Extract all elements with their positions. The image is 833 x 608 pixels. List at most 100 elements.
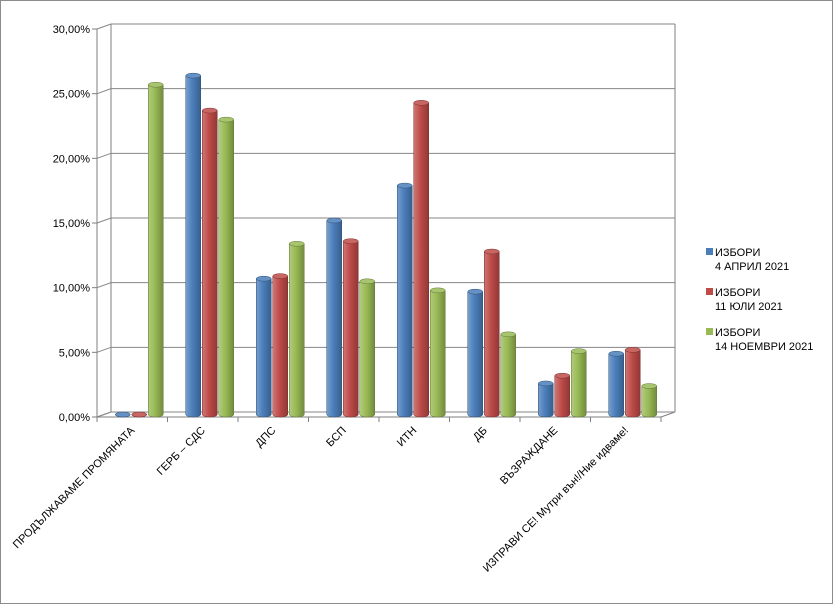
bar-body (430, 290, 446, 418)
bar (343, 238, 359, 418)
bar-body (500, 334, 516, 418)
bar (256, 275, 272, 418)
bar-top (500, 331, 516, 338)
bar-top (272, 273, 288, 279)
gridline (96, 152, 675, 159)
legend-swatch (706, 248, 713, 255)
bar-body (272, 275, 288, 418)
legend-label: 4 АПРИЛ 2021 (715, 261, 789, 273)
bar (625, 347, 641, 418)
bar-top (148, 81, 164, 88)
bar-body (185, 75, 201, 418)
y-tick-label: 5,00% (59, 347, 90, 359)
y-tick-label: 25,00% (53, 89, 91, 101)
gridline (96, 88, 675, 95)
bar (484, 248, 500, 418)
bar-body (326, 220, 342, 418)
bar-body (571, 350, 587, 418)
bar-body (554, 375, 570, 418)
bar (148, 81, 164, 418)
bar (397, 182, 413, 418)
bar-top (343, 238, 359, 244)
x-category-label: ДПС (253, 425, 278, 450)
bar (467, 288, 483, 418)
bar (500, 331, 516, 418)
bar (430, 287, 446, 418)
bar (641, 383, 657, 418)
bar-body (641, 385, 657, 418)
chart-walls (96, 24, 676, 418)
bar-body (467, 291, 483, 418)
x-category-label: БСП (324, 425, 349, 450)
bar (218, 116, 234, 418)
bars (114, 72, 657, 418)
bar-body (359, 281, 375, 418)
bar-top (202, 107, 218, 114)
legend-entry: ИЗБОРИ 11 ЮЛИ 2021 (706, 287, 783, 313)
gridline (96, 282, 675, 289)
bar (554, 372, 570, 418)
bar-top (289, 241, 305, 247)
bar (202, 107, 218, 418)
y-tick-label: 10,00% (53, 283, 91, 295)
bar-top (413, 100, 429, 106)
legend-swatch (706, 288, 713, 295)
legend-entry: ИЗБОРИ 14 НОЕМВРИ 2021 (706, 327, 813, 353)
bar-top (115, 411, 131, 418)
bar-top (571, 348, 587, 354)
bar-top (131, 411, 147, 418)
bar-body (397, 185, 413, 418)
bar (272, 273, 288, 418)
legend-label: ИЗБОРИ (715, 287, 760, 299)
x-category-label: ПРОДЪЛЖАВАМЕ ПРОМЯНАТА (11, 424, 138, 551)
bar-top (538, 380, 554, 387)
bar-top (554, 372, 570, 379)
bar-body (256, 278, 272, 418)
bar-body (202, 110, 218, 418)
y-tick-label: 30,00% (53, 24, 91, 36)
bar (289, 241, 305, 418)
bar (413, 100, 429, 418)
bar-body (289, 243, 305, 418)
legend-entry: ИЗБОРИ 4 АПРИЛ 2021 (706, 247, 789, 273)
y-tick-label: 20,00% (53, 153, 91, 165)
bar-top (256, 275, 272, 282)
x-category-label: ВЪЗРАЖДАНЕ (498, 425, 560, 487)
legend-label: 14 НОЕМВРИ 2021 (715, 341, 813, 353)
x-category-label: ГЕРБ – СДС (155, 425, 208, 478)
bar-body (538, 383, 554, 418)
y-tick-label: 15,00% (53, 218, 91, 230)
bar-body (413, 102, 429, 418)
bar-body (148, 84, 164, 418)
bar (538, 380, 554, 418)
gridline (96, 346, 675, 353)
bar (359, 278, 375, 418)
bar-top (359, 278, 375, 285)
bar-top (218, 116, 234, 123)
bar-top (467, 288, 483, 295)
legend-label: 11 ЮЛИ 2021 (715, 301, 783, 313)
bar-top (430, 287, 446, 294)
bar (326, 217, 342, 418)
bar-top (484, 248, 500, 255)
gridline (96, 217, 675, 224)
bar (131, 411, 148, 418)
bar-body (625, 349, 641, 418)
chart-floor (96, 411, 676, 418)
bar-top (625, 347, 641, 353)
legend-label: ИЗБОРИ (715, 327, 760, 339)
gridlines (96, 23, 675, 418)
y-axis-ticks: 0,00% 5,00% 10,00% 15,00% 20,00% 25,00% 30,00% (53, 24, 97, 424)
bar-body (218, 119, 234, 418)
x-axis-labels: ПРОДЪЛЖАВАМЕ ПРОМЯНАТА ГЕРБ – СДС ДПС БСП ИТ… (11, 417, 662, 575)
bar-top (397, 182, 413, 189)
bar (571, 348, 587, 418)
bar-top (641, 383, 657, 389)
gridline (96, 23, 675, 30)
bar (608, 350, 624, 418)
bar (114, 411, 131, 418)
x-category-label: ИЗПРАВИ СЕ! Мутри вън!/Ние идваме! (481, 425, 631, 575)
